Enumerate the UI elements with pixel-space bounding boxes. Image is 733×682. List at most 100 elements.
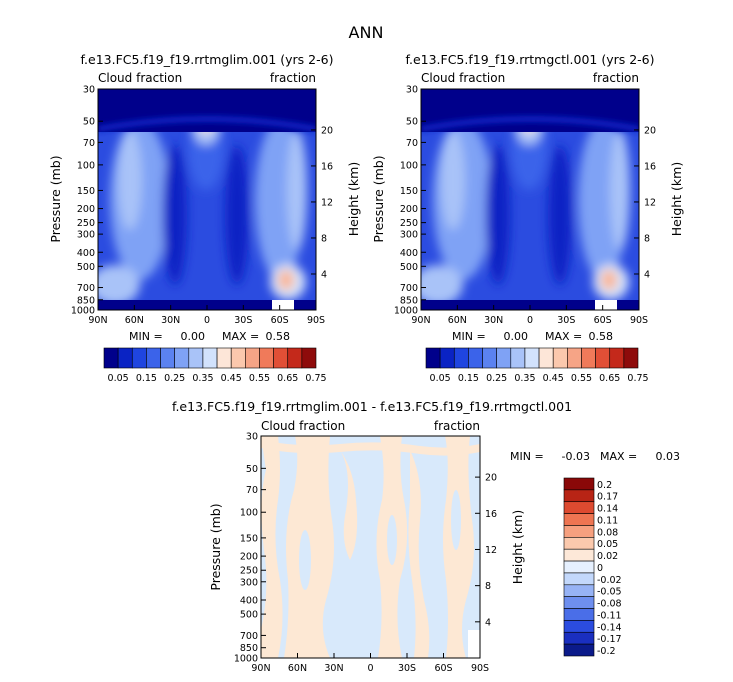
panel1-xtick-label: 90S xyxy=(307,315,325,326)
panel2-xtick-label: 90S xyxy=(630,315,648,326)
colorbar-swatch xyxy=(563,643,595,657)
panel3-y2tick-label: 20 xyxy=(485,473,497,484)
panel2-ylabel: Pressure (mb) xyxy=(371,155,386,242)
colorbar-label: 0.55 xyxy=(571,373,592,384)
colorbar-label: 0.45 xyxy=(221,373,242,384)
colorbar-swatch xyxy=(202,347,218,369)
panel1-y2tick-label: 16 xyxy=(321,161,333,172)
colorbar-label: 0 xyxy=(597,563,603,574)
colorbar-swatch xyxy=(563,572,595,586)
panel3-title: f.e13.FC5.f19_f19.rrtmglim.001 - f.e13.F… xyxy=(172,399,572,414)
panel2-ytick-label: 700 xyxy=(400,283,418,294)
colorbar-swatch xyxy=(563,489,595,503)
panel1-ytick-label: 250 xyxy=(77,218,95,229)
panel3-xtick-label: 90S xyxy=(471,663,489,674)
colorbar-swatch xyxy=(188,347,204,369)
panel1-field xyxy=(98,89,316,310)
panel1-ytick-label: 850 xyxy=(77,295,95,306)
panel1-y2tick-label: 12 xyxy=(321,197,333,208)
panel2-y2tick-label: 8 xyxy=(644,233,650,244)
panel2-y2tick-label: 12 xyxy=(644,197,656,208)
panel2-min-value: 0.00 xyxy=(504,330,529,343)
panel2-ytick-label: 1000 xyxy=(394,306,418,317)
panel-difference: f.e13.FC5.f19_f19.rrtmglim.001 - f.e13.F… xyxy=(172,399,680,674)
colorbar-swatch xyxy=(609,347,625,369)
colorbar-label: -0.2 xyxy=(597,646,616,657)
panel3-y2tick-label: 4 xyxy=(485,617,491,628)
colorbar-label: -0.02 xyxy=(597,575,622,586)
panel3-y2tick-label: 8 xyxy=(485,581,491,592)
panel1-y2label: Height (km) xyxy=(346,162,361,236)
panel1-title: f.e13.FC5.f19_f19.rrtmglim.001 (yrs 2-6) xyxy=(81,52,334,67)
colorbar-swatch xyxy=(538,347,554,369)
colorbar-label: 0.15 xyxy=(458,373,479,384)
panel1-y2tick-label: 20 xyxy=(321,125,333,136)
colorbar-label: -0.05 xyxy=(597,587,622,598)
colorbar-label: 0.65 xyxy=(277,373,298,384)
colorbar-swatch xyxy=(623,347,639,369)
colorbar-swatch xyxy=(131,347,147,369)
panel2-ytick-label: 850 xyxy=(400,295,418,306)
colorbar-swatch xyxy=(216,347,232,369)
panel2-ytick-label: 300 xyxy=(400,230,418,241)
panel1-ytick-label: 200 xyxy=(77,204,95,215)
colorbar-swatch xyxy=(174,347,190,369)
panel3-ytick-label: 300 xyxy=(240,577,258,588)
colorbar-swatch xyxy=(563,501,595,514)
panel1-ytick-label: 500 xyxy=(77,262,95,273)
panel1-max-value: 0.58 xyxy=(266,330,291,343)
panel3-left-label: Cloud fraction xyxy=(261,419,345,433)
colorbar-label: 0.2 xyxy=(597,480,612,491)
panel1-xtick-label: 90N xyxy=(88,315,107,326)
panel-top-left: f.e13.FC5.f19_f19.rrtmglim.001 (yrs 2-6)… xyxy=(48,52,361,384)
colorbar-label: 0.05 xyxy=(430,373,451,384)
panel1-y2tick-label: 4 xyxy=(321,269,327,280)
panel3-ytick-label: 150 xyxy=(240,533,258,544)
colorbar-swatch xyxy=(510,347,526,369)
panel1-left-label: Cloud fraction xyxy=(98,71,182,85)
colorbar-swatch xyxy=(563,537,595,550)
panel3-xtick-label: 30S xyxy=(398,663,416,674)
panel3-ytick-label: 1000 xyxy=(234,654,258,665)
panel2-xtick-label: 90N xyxy=(411,315,430,326)
colorbar-swatch xyxy=(563,631,595,645)
panel1-ytick-label: 700 xyxy=(77,283,95,294)
colorbar-label: 0.17 xyxy=(597,492,618,503)
colorbar-label: -0.14 xyxy=(597,622,622,633)
panel1-ytick-label: 1000 xyxy=(71,306,95,317)
panel3-field xyxy=(261,436,480,658)
panel1-ytick-label: 50 xyxy=(83,117,95,128)
panel3-ytick-label: 200 xyxy=(240,552,258,563)
panel2-xtick-label: 60S xyxy=(594,315,612,326)
panel1-ytick-label: 400 xyxy=(77,248,95,259)
panel1-xtick-label: 30S xyxy=(234,315,252,326)
colorbar-swatch xyxy=(273,347,289,369)
colorbar-label: 0.05 xyxy=(108,373,129,384)
colorbar-label: 0.65 xyxy=(599,373,620,384)
colorbar-label: 0.25 xyxy=(486,373,507,384)
panel3-ytick-label: 30 xyxy=(246,432,258,443)
panel1-ylabel: Pressure (mb) xyxy=(48,155,63,242)
panel3-ytick-label: 250 xyxy=(240,566,258,577)
colorbar-swatch xyxy=(563,525,595,538)
colorbar-label: 0.25 xyxy=(164,373,185,384)
panel1-ytick-label: 70 xyxy=(83,138,95,149)
panel3-max-value: 0.03 xyxy=(656,450,681,463)
panel2-xtick-label: 60N xyxy=(448,315,467,326)
colorbar-swatch xyxy=(552,347,568,369)
panel3-y2tick-label: 16 xyxy=(485,509,497,520)
colorbar-label: 0.75 xyxy=(627,373,648,384)
panel1-ytick-label: 150 xyxy=(77,186,95,197)
colorbar-label: 0.75 xyxy=(305,373,326,384)
panel2-min-label: MIN = xyxy=(452,330,486,343)
panel1-max-label: MAX = xyxy=(222,330,259,343)
colorbar-swatch xyxy=(496,347,512,369)
panel3-xtick-label: 60S xyxy=(434,663,452,674)
colorbar-swatch xyxy=(425,347,441,369)
panel3-y2label: Height (km) xyxy=(510,510,525,584)
colorbar-label: 0.08 xyxy=(597,527,618,538)
panel2-left-label: Cloud fraction xyxy=(421,71,505,85)
colorbar-label: 0.35 xyxy=(192,373,213,384)
panel1-xtick-label: 0 xyxy=(204,315,210,326)
